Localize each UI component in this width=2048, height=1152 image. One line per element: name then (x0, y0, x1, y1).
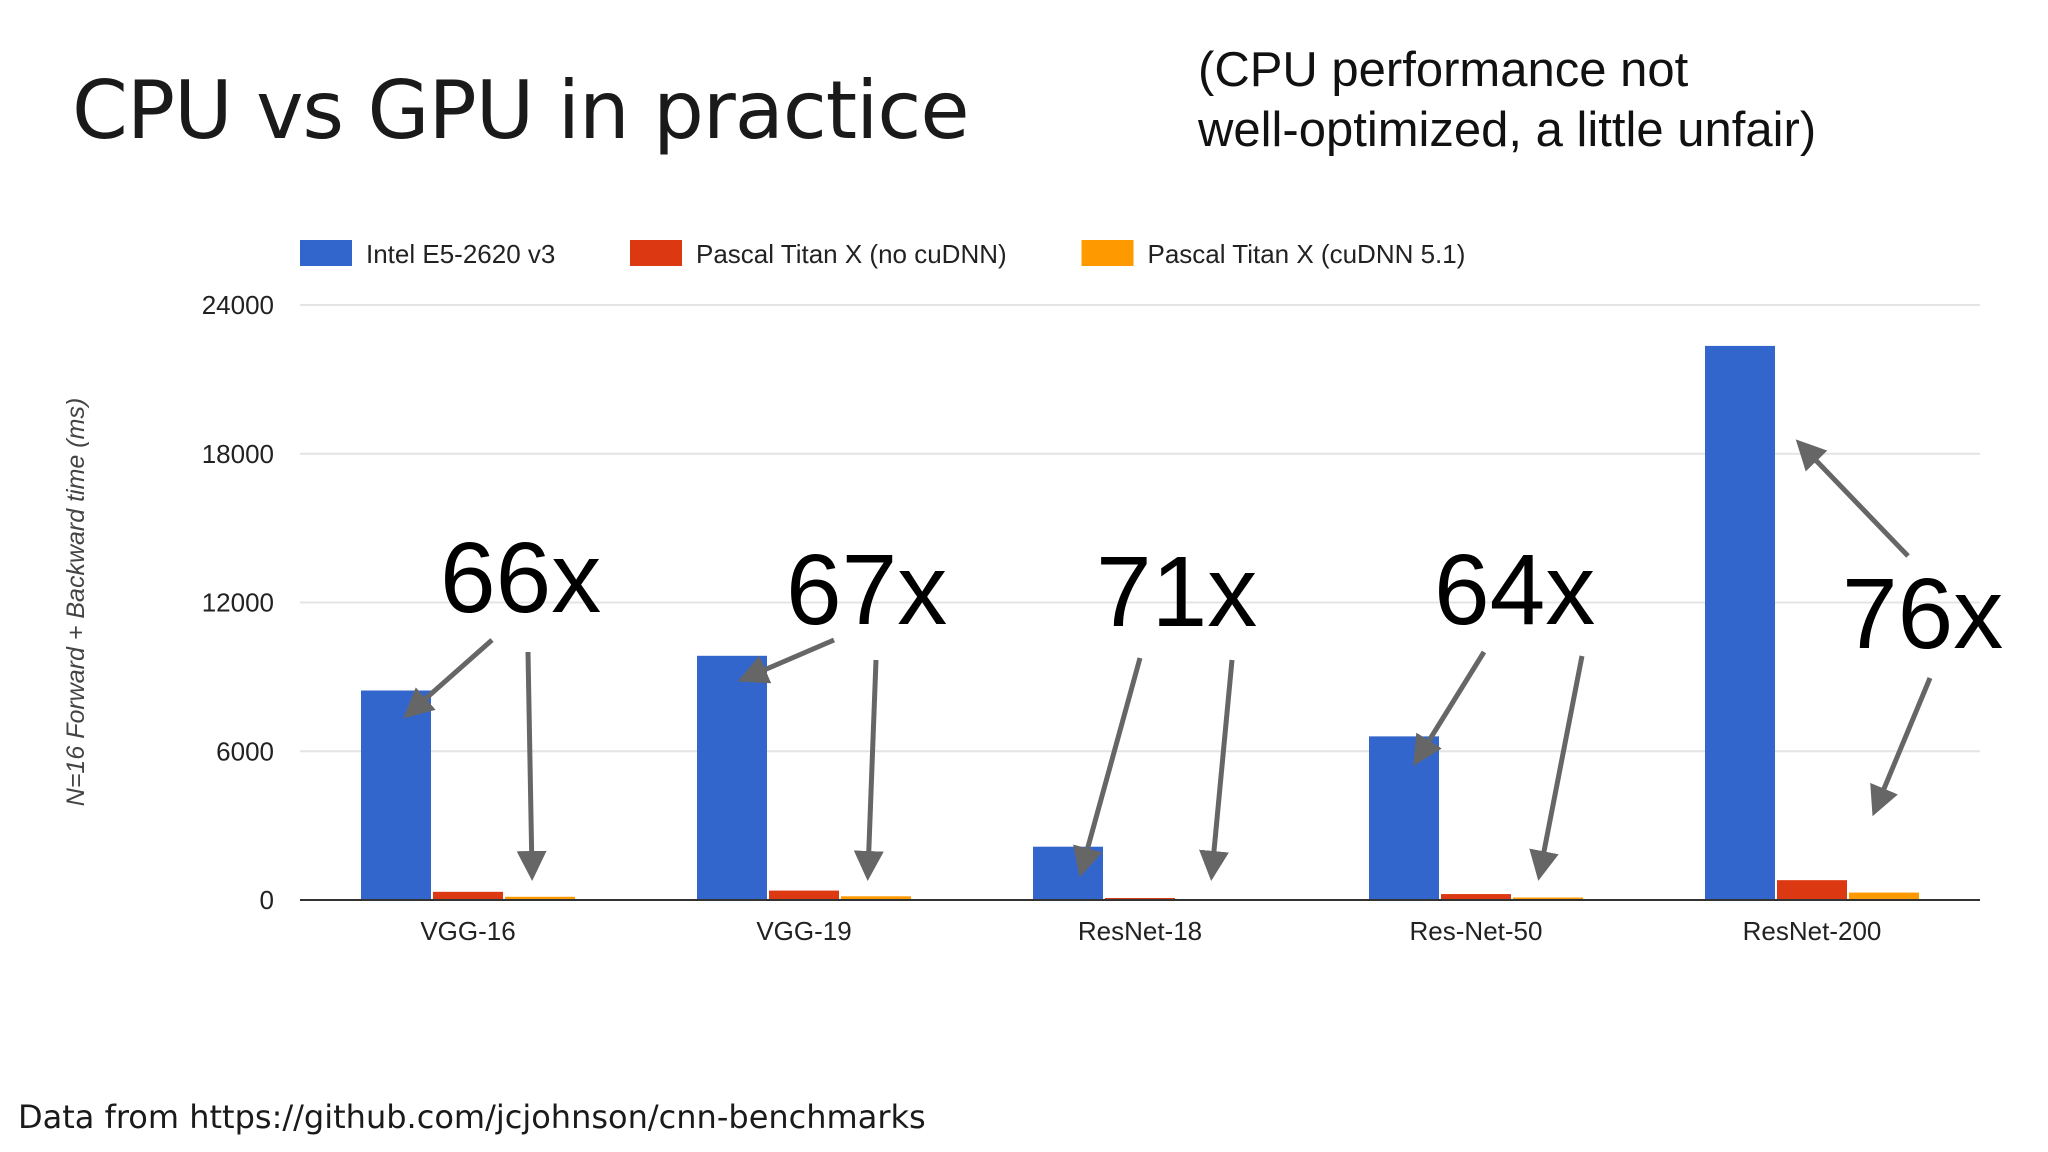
annotation-arrow (1413, 650, 1487, 767)
bar-layer (361, 345, 1919, 900)
x-tick-label: VGG-19 (756, 916, 851, 946)
slide-note: (CPU performance not well-optimized, a l… (1198, 40, 1816, 160)
legend-swatch (630, 240, 682, 266)
annotation-arrow (1199, 659, 1235, 881)
annotation-arrow (1529, 655, 1585, 881)
slide-title: CPU vs GPU in practice (72, 64, 970, 157)
legend-label: Pascal Titan X (no cuDNN) (696, 239, 1007, 269)
y-tick-label: 0 (260, 885, 274, 915)
y-tick-label: 24000 (202, 290, 274, 320)
ratio-annotation: 64x (1434, 534, 1595, 646)
x-tick-label: ResNet-18 (1078, 916, 1202, 946)
x-tick-label: ResNet-200 (1743, 916, 1882, 946)
legend-label: Intel E5-2620 v3 (366, 239, 555, 269)
bar (1705, 345, 1775, 900)
bar (1033, 846, 1103, 900)
axis-layer: 0 6000 12000 18000 24000 N=16 Forward + Backw… (62, 290, 1980, 946)
slide-footer: Data from https://github.com/jcjohnson/c… (18, 1098, 926, 1136)
legend-swatch (300, 240, 352, 266)
y-tick-label: 18000 (202, 439, 274, 469)
bar (841, 896, 911, 900)
ratio-annotation: 71x (1096, 536, 1257, 648)
x-tick-label: VGG-16 (420, 916, 515, 946)
y-axis-label: N=16 Forward + Backward time (ms) (62, 398, 90, 806)
y-tick-label: 12000 (202, 588, 274, 618)
annotation-arrow (737, 637, 835, 684)
x-tick-label: Res-Net-50 (1410, 916, 1543, 946)
bar (697, 655, 767, 900)
bar (1513, 897, 1583, 900)
ratio-annotation: 67x (786, 534, 947, 646)
grid-layer (300, 304, 1980, 753)
legend-label: Pascal Titan X (cuDNN 5.1) (1148, 239, 1466, 269)
annotation-layer: 66x 67x 71x 64x 76x (403, 439, 2003, 881)
bar (769, 890, 839, 900)
ratio-annotation: 76x (1842, 558, 2003, 670)
y-tick-label: 6000 (216, 736, 274, 766)
annotation-arrow (516, 651, 547, 881)
bar (361, 690, 431, 900)
bar (433, 891, 503, 900)
legend-swatch (1081, 240, 1134, 266)
legend-layer: Intel E5-2620 v3 Pascal Titan X (no cuDNN… (300, 239, 1465, 269)
annotation-arrow (1795, 439, 1910, 558)
bar (1849, 892, 1919, 900)
annotation-arrow (853, 659, 884, 881)
bar (1369, 736, 1439, 900)
bar (1441, 894, 1511, 900)
annotation-arrow (1870, 677, 1933, 817)
slide-note-line-1: (CPU performance not (1198, 43, 1689, 97)
bar (1777, 880, 1847, 900)
annotation-arrow (1073, 657, 1143, 878)
annotation-arrow (403, 638, 494, 719)
bar (505, 896, 575, 900)
slide-note-line-2: well-optimized, a little unfair) (1198, 103, 1817, 157)
ratio-annotation: 66x (440, 522, 601, 634)
